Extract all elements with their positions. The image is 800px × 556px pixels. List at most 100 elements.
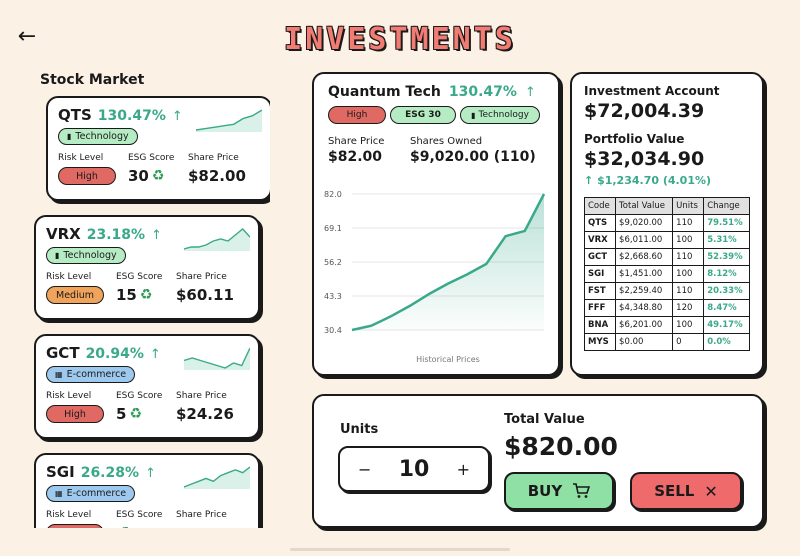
shopping-icon: ▦	[55, 489, 63, 498]
risk-level-label: Risk Level	[46, 510, 92, 520]
sell-button[interactable]: SELL ✕	[630, 472, 742, 510]
units-cell: 110	[672, 248, 705, 266]
sector-tag-label: E-commerce	[66, 369, 127, 380]
quantity-value: 10	[398, 456, 430, 482]
share-price-label: Share Price	[188, 153, 239, 163]
stock-change: 20.94%	[85, 346, 144, 362]
code-cell: GCT	[583, 248, 617, 266]
account-card: Investment Account $72,004.39 Portfolio …	[570, 72, 764, 376]
stock-ticker: GCT	[46, 344, 80, 362]
total-value-cell: $2,259.40	[615, 282, 674, 300]
risk-level-label: Risk Level	[46, 391, 92, 401]
arrow-up-icon: ↑	[171, 109, 183, 124]
code-cell: FST	[583, 282, 617, 300]
change-cell: 20.33%	[703, 282, 750, 300]
table-row[interactable]: VRX $6,011.00 100 5.31%	[583, 231, 750, 249]
sector-tag-label: E-commerce	[66, 488, 127, 499]
esg-score-label: ESG Score	[116, 272, 163, 282]
change-cell: 0.0%	[703, 333, 750, 351]
total-value-cell: $9,020.00	[615, 214, 674, 232]
sector-label: Technology	[478, 110, 529, 120]
stock-card[interactable]: QTS 130.47% ↑ ▮ Technology Risk Level ES…	[46, 96, 270, 201]
buy-button[interactable]: BUY	[504, 472, 614, 510]
sector-tag-label: Technology	[75, 131, 129, 142]
total-value-cell: $6,201.00	[615, 316, 674, 334]
shares-owned-label: Shares Owned	[410, 136, 483, 147]
table-row[interactable]: FFF $4,348.80 120 8.47%	[583, 299, 750, 317]
sparkline-area	[196, 110, 262, 132]
share-price-label: Share Price	[176, 272, 227, 282]
sector-tag: ▮ Technology	[58, 128, 138, 145]
units-cell: 0	[672, 333, 705, 351]
esg-score: 30 ♻	[128, 167, 188, 185]
change-cell: 8.47%	[703, 299, 750, 317]
stock-ticker: QTS	[58, 106, 92, 124]
stock-change: 130.47%	[97, 108, 166, 124]
units-cell: 100	[672, 316, 705, 334]
stock-change: 26.28%	[80, 465, 140, 481]
back-button[interactable]: ←	[14, 24, 40, 50]
stock-card[interactable]: GCT 20.94% ↑ ▦ E-commerce Risk Level ESG…	[34, 334, 260, 439]
table-row[interactable]: QTS $9,020.00 110 79.51%	[583, 214, 750, 232]
stock-card[interactable]: SGI 26.28% ↑ ▦ E-commerce Risk Level ESG…	[34, 453, 260, 528]
risk-badge: Medium	[46, 286, 104, 304]
y-tick-label: 82.0	[324, 190, 342, 199]
arrow-up-icon: ↑	[145, 466, 156, 481]
esg-score-value: 30	[128, 167, 149, 185]
price-area	[352, 194, 544, 330]
esg-score-value: 5	[116, 405, 127, 423]
code-cell: FFF	[583, 299, 617, 317]
units-cell: 100	[672, 265, 705, 283]
page-title: INVESTMENTS	[284, 22, 516, 57]
investment-account-value: $72,004.39	[584, 100, 705, 122]
close-icon: ✕	[704, 481, 718, 501]
stock-market-title: Stock Market	[40, 72, 145, 88]
sector-tag: ▦ E-commerce	[46, 366, 136, 383]
y-tick-label: 69.1	[324, 224, 342, 233]
sparkline	[184, 466, 250, 489]
sector-tag: ▮ Technology	[46, 247, 126, 264]
x-axis-label: Historical Prices	[416, 355, 480, 364]
total-value: $820.00	[504, 432, 618, 461]
units-cell: 110	[672, 214, 705, 232]
risk-badge: High	[58, 167, 116, 185]
table-row[interactable]: MYS $0.00 0 0.0%	[583, 333, 750, 351]
stock-detail-card: Quantum Tech 130.47% ↑ High ESG 30 ▮ Tec…	[312, 72, 560, 376]
decrement-button[interactable]: −	[358, 459, 372, 479]
esg-badge: ESG 30	[390, 106, 456, 124]
arrow-up-icon: ↑	[524, 85, 536, 100]
investment-account-label: Investment Account	[584, 84, 720, 98]
sector-tag: ▦ E-commerce	[46, 485, 136, 502]
portfolio-change-value: $1,234.70 (4.01%)	[597, 174, 712, 187]
shares-owned-value: $9,020.00 (110)	[410, 149, 536, 165]
home-indicator	[290, 548, 510, 551]
table-row[interactable]: GCT $2,668.60 110 52.39%	[583, 248, 750, 266]
share-price-value: $24.26	[176, 405, 234, 423]
total-value-cell: $1,451.00	[615, 265, 674, 283]
share-price-value: $82.00	[328, 149, 383, 165]
risk-badge	[46, 524, 104, 528]
code-cell: QTS	[583, 214, 617, 232]
esg-score-label: ESG Score	[128, 153, 175, 163]
increment-button[interactable]: +	[456, 459, 470, 479]
stock-card[interactable]: VRX 23.18% ↑ ▮ Technology Risk Level ESG…	[34, 215, 260, 320]
table-header: Total Value	[615, 197, 674, 215]
y-tick-label: 56.2	[324, 258, 342, 267]
stock-list[interactable]: QTS 130.47% ↑ ▮ Technology Risk Level ES…	[30, 94, 270, 528]
quantity-stepper[interactable]: − 10 +	[338, 446, 490, 492]
stock-ticker: SGI	[46, 463, 75, 481]
change-cell: 8.12%	[703, 265, 750, 283]
table-row[interactable]: SGI $1,451.00 100 8.12%	[583, 265, 750, 283]
buy-label: BUY	[527, 482, 563, 500]
units-label: Units	[340, 422, 379, 437]
recycle-icon: ♻	[119, 525, 132, 528]
arrow-up-icon: ↑	[149, 347, 161, 362]
esg-score-label: ESG Score	[116, 510, 163, 520]
risk-level-label: Risk Level	[46, 272, 92, 282]
sparkline-line	[196, 109, 262, 131]
table-row[interactable]: FST $2,259.40 110 20.33%	[583, 282, 750, 300]
share-price-label: Share Price	[176, 391, 227, 401]
table-row[interactable]: BNA $6,201.00 100 49.17%	[583, 316, 750, 334]
stock-change: 130.47%	[448, 84, 517, 100]
code-cell: BNA	[583, 316, 617, 334]
